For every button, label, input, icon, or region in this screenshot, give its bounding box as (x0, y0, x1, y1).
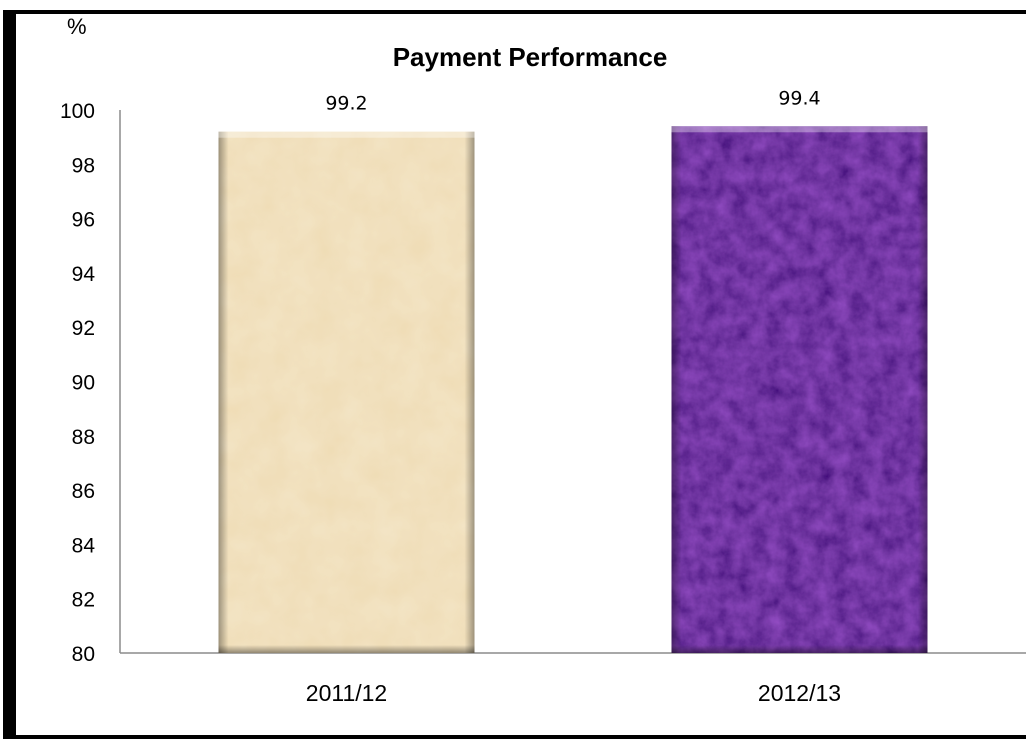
x-tick-label: 2012/13 (758, 680, 841, 706)
bar-bevel-top (671, 126, 928, 133)
bar-fill (671, 126, 928, 654)
y-tick-label: 90 (72, 372, 95, 395)
y-tick-label: 80 (72, 643, 95, 666)
data-label: 99.4 (778, 87, 820, 109)
bar-1 (218, 131, 475, 654)
y-tick-label: 82 (72, 589, 95, 612)
unit-label: % (67, 14, 87, 39)
x-tick-label: 2011/12 (306, 680, 387, 706)
y-tick-label: 100 (60, 100, 95, 123)
bar-bevel-left (218, 131, 229, 654)
y-tick-label: 96 (72, 209, 95, 232)
bar-bevel-bottom (218, 645, 475, 653)
bar-2 (671, 126, 928, 654)
data-label: 99.2 (325, 93, 367, 115)
bar-bevel-bottom (671, 645, 928, 653)
chart-title: Payment Performance (393, 42, 668, 72)
y-tick-label: 98 (72, 154, 95, 177)
bar-bevel-left (671, 126, 682, 654)
y-tick-label: 92 (72, 317, 95, 340)
y-tick-label: 84 (72, 534, 96, 557)
bar-bevel-right (464, 131, 475, 654)
y-tick-label: 94 (72, 263, 96, 286)
y-tick-label: 86 (72, 480, 95, 503)
chart-border-shadow-left (5, 12, 16, 737)
bar-bevel-right (917, 126, 928, 654)
bar-bevel-top (218, 131, 475, 138)
bar-fill (218, 131, 475, 654)
y-tick-label: 88 (72, 426, 95, 449)
